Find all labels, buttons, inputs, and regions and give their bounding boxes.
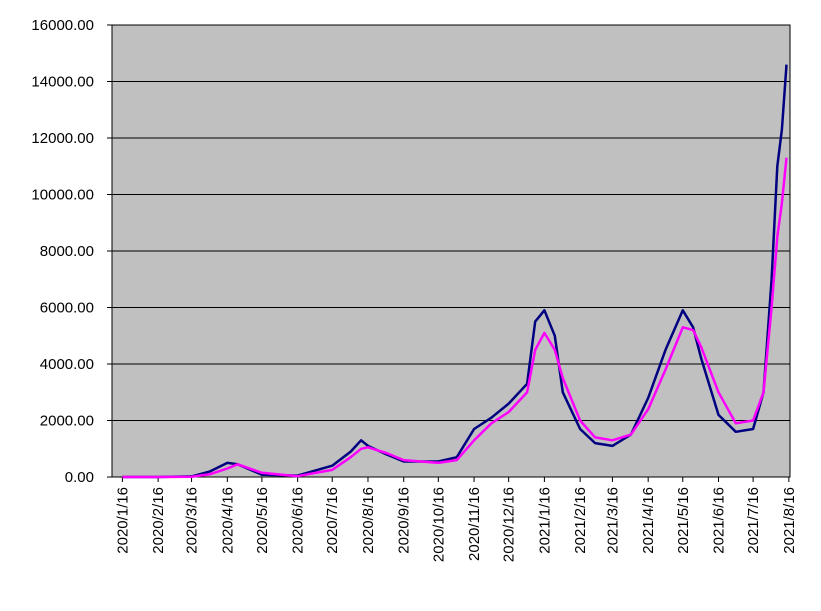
x-tick-label: 2020/4/16: [219, 487, 236, 554]
x-tick-label: 2020/3/16: [184, 487, 201, 554]
x-tick-label: 2020/9/16: [396, 487, 413, 554]
x-tick-label: 2020/7/16: [324, 487, 341, 554]
y-tick-label: 10000.00: [31, 187, 94, 204]
y-tick-label: 4000.00: [40, 356, 94, 373]
x-tick-label: 2020/6/16: [290, 487, 307, 554]
x-tick-label: 2020/12/16: [501, 487, 518, 562]
x-tick-label: 2021/1/16: [536, 487, 553, 554]
x-tick-label: 2020/10/16: [430, 487, 447, 562]
x-tick-label: 2021/5/16: [675, 487, 692, 554]
y-tick-label: 6000.00: [40, 300, 94, 317]
x-tick-label: 2021/4/16: [640, 487, 657, 554]
y-tick-label: 12000.00: [31, 130, 94, 147]
y-tick-label: 8000.00: [40, 243, 94, 260]
y-tick-label: 16000.00: [31, 17, 94, 34]
x-tick-label: 2021/3/16: [604, 487, 621, 554]
y-tick-label: 0.00: [65, 469, 94, 486]
x-tick-label: 2020/1/16: [114, 487, 131, 554]
x-tick-label: 2020/5/16: [254, 487, 271, 554]
y-tick-label: 14000.00: [31, 74, 94, 91]
x-tick-label: 2021/2/16: [572, 487, 589, 554]
x-tick-label: 2020/2/16: [150, 487, 167, 554]
x-tick-label: 2020/8/16: [360, 487, 377, 554]
x-tick-label: 2021/7/16: [745, 487, 762, 554]
y-tick-label: 2000.00: [40, 413, 94, 430]
x-tick-label: 2021/8/16: [781, 487, 798, 554]
series-line: [122, 157, 788, 479]
x-tick-label: 2020/11/16: [466, 487, 483, 561]
x-tick-label: 2021/6/16: [711, 487, 728, 554]
